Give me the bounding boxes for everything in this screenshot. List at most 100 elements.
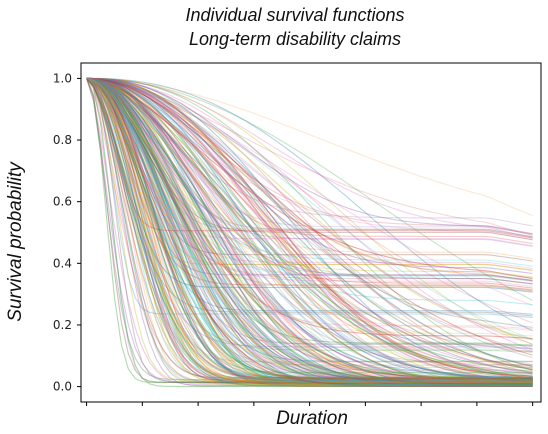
survival-curve	[86, 77, 533, 347]
survival-curve	[86, 77, 533, 383]
survival-curve	[86, 77, 533, 381]
survival-curve	[86, 77, 533, 366]
survival-curve	[86, 77, 533, 285]
survival-curve	[86, 77, 533, 380]
survival-curve	[86, 77, 533, 382]
survival-curve	[86, 77, 533, 382]
survival-curve	[86, 78, 533, 384]
survival-curve	[86, 77, 533, 381]
plot-area-frame	[80, 62, 542, 403]
survival-curve	[86, 77, 533, 347]
survival-curve	[86, 78, 533, 380]
survival-curve	[86, 77, 533, 377]
survival-curve	[86, 77, 533, 380]
survival-curve	[86, 77, 533, 383]
survival-curve	[86, 77, 533, 238]
survival-curve	[86, 77, 533, 349]
survival-curve	[86, 77, 533, 387]
survival-curve	[86, 77, 533, 331]
survival-curve	[86, 77, 533, 383]
survival-curve	[86, 77, 533, 381]
survival-curve	[86, 77, 533, 238]
survival-curve	[86, 77, 533, 379]
survival-curve	[86, 77, 533, 388]
survival-curve	[86, 78, 533, 382]
survival-curve	[86, 77, 533, 235]
survival-curve	[86, 77, 533, 387]
survival-curve	[86, 77, 533, 382]
survival-curve	[86, 77, 533, 383]
survival-curve	[86, 77, 533, 379]
survival-curve	[86, 77, 533, 247]
survival-curve	[86, 77, 533, 382]
survival-curve	[86, 77, 533, 368]
survival-curve	[86, 77, 533, 381]
survival-curve	[86, 77, 533, 269]
survival-curve	[86, 77, 533, 387]
survival-curve	[86, 77, 533, 380]
survival-curve	[86, 77, 533, 379]
survival-curve	[86, 77, 533, 380]
y-axis-label-group: Survival probability	[5, 161, 26, 322]
survival-curve	[86, 77, 533, 324]
survival-curve	[86, 77, 533, 383]
survival-curve	[86, 77, 533, 378]
survival-curve	[86, 77, 533, 386]
survival-curve	[86, 77, 533, 380]
survival-curve	[86, 77, 533, 383]
survival-curve	[86, 77, 533, 385]
survival-curve	[86, 77, 533, 245]
survival-curve	[86, 77, 533, 341]
survival-curve	[86, 78, 533, 382]
survival-curve	[86, 77, 533, 386]
survival-curve	[86, 77, 533, 345]
survival-curve	[86, 77, 533, 386]
survival-curve	[86, 77, 533, 381]
survival-curve	[86, 77, 533, 387]
y-tick-label: 0.0	[53, 380, 72, 394]
survival-curve	[86, 77, 533, 380]
survival-curve	[86, 77, 533, 285]
survival-curve	[86, 77, 533, 386]
survival-curve	[86, 77, 533, 262]
survival-curve	[86, 77, 533, 379]
survival-curve	[86, 77, 533, 287]
survival-curve	[86, 77, 533, 385]
survival-curve	[86, 77, 533, 379]
survival-curve	[86, 77, 533, 377]
survival-curve	[86, 77, 533, 330]
survival-curve	[86, 77, 533, 382]
survival-curve	[86, 77, 533, 385]
survival-curve	[86, 77, 533, 379]
y-tick-label: 1.0	[53, 71, 72, 85]
survival-curve	[86, 77, 533, 379]
survival-curve	[86, 77, 533, 387]
survival-curve	[86, 77, 533, 239]
survival-curve	[86, 77, 533, 387]
survival-curve	[86, 77, 533, 362]
survival-curve	[86, 77, 533, 359]
survival-curve	[86, 77, 533, 380]
survival-curve	[86, 78, 533, 387]
survival-curve	[86, 77, 533, 374]
survival-curve	[86, 77, 533, 337]
survival-curve	[86, 77, 533, 370]
survival-curve	[86, 77, 533, 383]
survival-curve	[86, 77, 533, 384]
survival-curve	[86, 77, 533, 383]
survival-curve	[86, 77, 533, 384]
survival-curve	[86, 77, 533, 384]
survival-curve	[86, 77, 533, 381]
survival-curve	[86, 77, 533, 382]
x-axis-ticks	[86, 402, 534, 406]
survival-curve	[86, 77, 533, 381]
survival-curve	[86, 77, 533, 367]
survival-curve	[86, 77, 533, 382]
survival-curve	[86, 77, 533, 315]
survival-curve	[86, 77, 533, 383]
survival-curve	[86, 77, 533, 380]
survival-curve	[86, 77, 533, 382]
survival-curve	[86, 77, 533, 383]
survival-curve	[86, 77, 533, 384]
survival-curve	[86, 77, 533, 380]
